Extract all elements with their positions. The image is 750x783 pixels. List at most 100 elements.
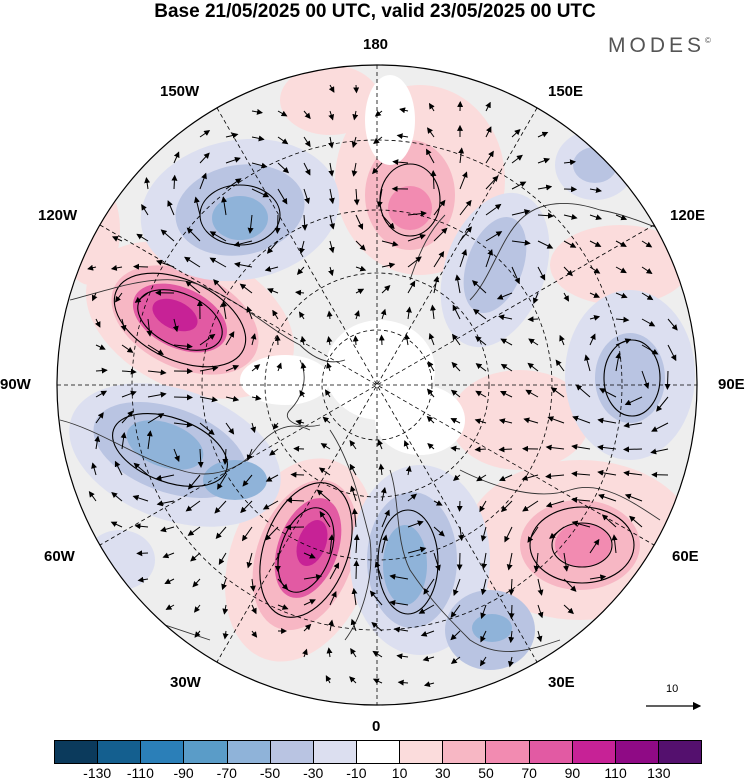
wind-vector — [134, 292, 149, 303]
wind-vector — [222, 630, 229, 640]
wind-vector — [164, 578, 175, 584]
wind-vector — [120, 318, 127, 332]
wind-vector — [450, 656, 461, 665]
wind-vector — [537, 184, 553, 191]
wind-vector — [563, 159, 576, 166]
wind-vector — [353, 560, 360, 580]
wind-vector — [95, 412, 104, 424]
wind-vector — [218, 552, 227, 565]
wind-vector — [276, 362, 282, 372]
wind-vector — [329, 214, 336, 230]
wind-vector — [353, 534, 360, 554]
wind-vector — [328, 84, 335, 93]
colorbar-tick-label: 10 — [391, 765, 408, 781]
wind-vector — [525, 389, 539, 398]
wind-vector — [545, 500, 565, 508]
wind-vector — [664, 370, 671, 390]
wind-vector — [571, 470, 591, 477]
wind-vector — [199, 333, 216, 346]
wind-vector — [173, 151, 180, 164]
wind-vector — [355, 265, 367, 272]
wind-vector — [555, 359, 565, 372]
wind-vector — [485, 150, 494, 164]
wind-vector — [426, 415, 435, 424]
wind-vector — [225, 395, 240, 402]
wind-vector — [194, 630, 201, 638]
colorbar-tick-label: -70 — [216, 765, 237, 781]
wind-vector — [87, 264, 97, 271]
wind-vector — [95, 344, 106, 350]
wind-vector — [240, 500, 253, 514]
colorbar-swatch — [270, 741, 314, 763]
wind-vector — [329, 562, 340, 580]
wind-vector — [381, 214, 395, 230]
wind-vector — [251, 162, 268, 169]
wind-vector — [597, 444, 617, 451]
wind-vector — [241, 526, 253, 542]
wind-vector — [615, 240, 627, 247]
wind-vector — [381, 240, 399, 247]
wind-vector — [651, 422, 669, 432]
wind-vector — [589, 240, 602, 247]
lon-label-180: 180 — [363, 36, 389, 53]
wind-vector — [381, 509, 390, 528]
wind-vector — [407, 210, 427, 217]
wind-vector — [372, 678, 383, 685]
wind-vector — [450, 389, 461, 398]
wind-vector — [508, 578, 515, 596]
colorbar-swatch — [443, 741, 487, 763]
wind-vector — [167, 200, 175, 216]
wind-vector — [397, 679, 409, 686]
wind-vector — [295, 289, 305, 296]
wind-vector — [598, 493, 617, 502]
wind-vector — [537, 578, 544, 596]
colorbar-tick-label: 70 — [521, 765, 537, 781]
wind-vector — [225, 132, 239, 139]
wind-vector — [355, 240, 366, 251]
colorbar-swatch — [529, 741, 573, 763]
wind-vector — [575, 384, 591, 398]
wind-vector — [399, 107, 409, 114]
wind-vector — [251, 108, 263, 115]
wind-vector — [141, 204, 149, 216]
wind-vector — [120, 432, 127, 450]
wind-vector — [498, 446, 513, 453]
wind-vector — [537, 604, 544, 619]
wind-vector — [351, 508, 358, 528]
wind-vector — [302, 648, 308, 658]
wind-vector — [184, 256, 201, 268]
wind-vector — [137, 576, 149, 583]
wind-vector — [94, 318, 101, 328]
wind-vector — [527, 316, 539, 323]
wind-vector — [392, 159, 409, 166]
wind-vector — [350, 618, 357, 632]
wind-vector — [319, 511, 331, 528]
wind-vector — [225, 365, 240, 372]
wind-vector — [407, 233, 426, 242]
wind-vector — [246, 306, 253, 320]
wind-vector — [351, 587, 358, 606]
wind-vector — [326, 647, 333, 658]
wind-vector — [295, 419, 305, 426]
wind-vector — [329, 590, 337, 606]
wind-vector — [328, 188, 335, 205]
wind-vector — [500, 363, 513, 372]
lon-label-60w: 60W — [44, 548, 75, 565]
wind-vector — [272, 309, 279, 320]
wind-vector — [381, 534, 388, 554]
wind-vector — [422, 655, 435, 662]
wind-vector — [380, 487, 387, 502]
wind-vector — [199, 422, 215, 436]
colorbar-swatch — [615, 741, 659, 763]
wind-vector — [522, 500, 539, 512]
wind-vector — [303, 623, 312, 632]
wind-vector — [349, 463, 357, 476]
wind-vector — [571, 520, 591, 528]
wind-vector — [326, 336, 333, 346]
wind-vector — [420, 630, 435, 637]
wind-vector — [500, 500, 513, 513]
wind-vector — [172, 318, 179, 333]
wind-vector — [433, 552, 441, 572]
colorbar-swatch — [55, 741, 99, 763]
colorbar-tick-label: 90 — [564, 765, 581, 781]
